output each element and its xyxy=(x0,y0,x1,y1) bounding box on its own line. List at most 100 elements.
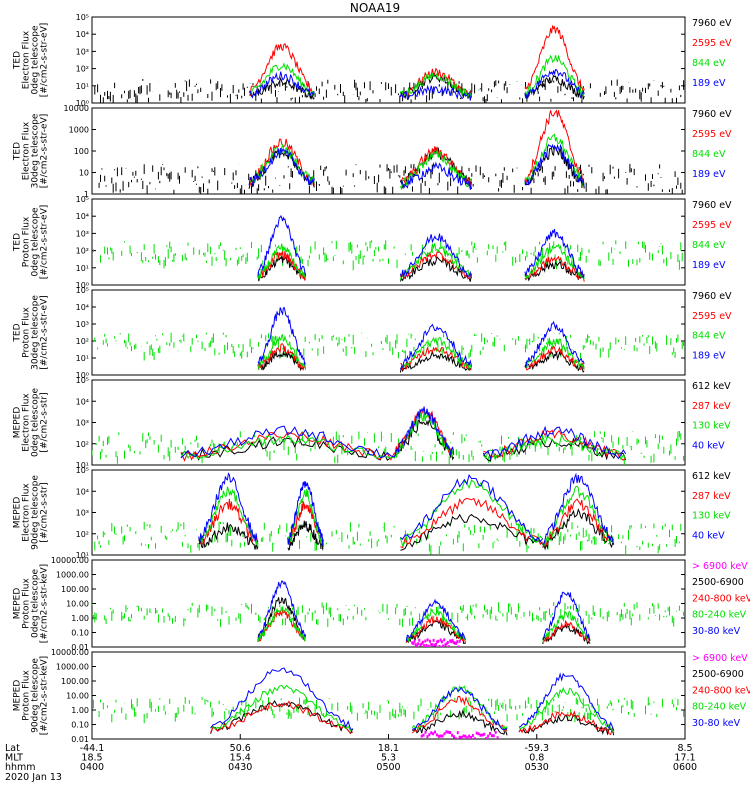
x-tick-lat: 18.1 xyxy=(378,743,399,754)
y-tick-label: 10⁵ xyxy=(76,195,89,204)
background-trace xyxy=(92,163,683,194)
y-tick-label: 1000 xyxy=(69,126,89,135)
legend-entry: 612 keV xyxy=(692,381,731,392)
y-tick-label: 1000.00 xyxy=(56,571,89,580)
series-trace-black xyxy=(257,349,585,373)
series-trace-red xyxy=(248,25,585,98)
y-tick-label: 10 xyxy=(79,169,89,178)
series-trace-black xyxy=(257,596,591,645)
y-label-line: [#/cm2-s-str-eV] xyxy=(40,114,50,189)
y-label-line: [#/cm2-s-str-eV] xyxy=(40,23,50,98)
background-trace xyxy=(94,332,685,361)
x-tick-hhmm: 0530 xyxy=(525,762,549,773)
y-tick-label: 0.01 xyxy=(71,735,89,744)
y-axis-label: TED Electron Flux 30deg telescope [#/cm2-s-… xyxy=(13,113,50,188)
x-tick-hhmm: 0400 xyxy=(80,762,104,773)
y-tick-label: 10⁰ xyxy=(76,371,89,380)
y-label-line: Proton Flux xyxy=(22,578,32,629)
legend-entry: 189 eV xyxy=(692,260,726,271)
footer-row-label: hhmm xyxy=(5,762,36,773)
y-tick-label: 10² xyxy=(76,530,89,539)
y-axis-label: MEPED Proton Flux 90deg telescope [#/cm2-s-… xyxy=(13,656,50,735)
legend-entry: 240-800 keV xyxy=(692,685,750,696)
y-label-line: 90deg telescope xyxy=(31,475,41,550)
y-tick-label: 10² xyxy=(76,65,89,74)
y-tick-label: 100.00 xyxy=(61,677,89,686)
y-label-line: Electron Flux xyxy=(22,30,32,89)
series-trace-magenta xyxy=(411,638,461,647)
legend-entry: 30-80 keV xyxy=(692,626,741,637)
legend-entry: 240-800 keV xyxy=(692,593,750,604)
y-tick-label: 10.00 xyxy=(66,692,89,701)
series-trace-red xyxy=(257,250,585,282)
legend-entry: 844 eV xyxy=(692,331,726,342)
y-label-line: [#/cm2-s-str-keV] xyxy=(40,656,50,735)
panel-ted-e-30: 1 10 100 1000 10000 TED Electron Flux 30deg tel… xyxy=(13,104,733,199)
x-tick-mlt: 5.3 xyxy=(381,753,396,764)
panel-frame xyxy=(91,198,686,286)
y-label-line: 30deg telescope xyxy=(31,295,41,370)
y-tick-label: 10⁰ xyxy=(76,281,89,290)
legend-entry: 80-240 keV xyxy=(692,702,747,713)
y-tick-label: 10⁵ xyxy=(76,286,89,295)
x-tick-lat: 8.5 xyxy=(677,743,692,754)
legend-entry: 80-240 keV xyxy=(692,610,747,621)
y-label-line: Electron Flux xyxy=(22,483,32,542)
y-label-line: [#/cm2-s-str] xyxy=(40,392,50,452)
traces xyxy=(94,472,682,555)
y-label-line: Proton Flux xyxy=(22,216,32,267)
series-trace-green xyxy=(198,479,615,548)
legend-entry: 2595 eV xyxy=(692,220,732,231)
legend-entry: > 6900 keV xyxy=(692,561,748,572)
panel-frame xyxy=(91,289,686,376)
y-tick-label: 10⁴ xyxy=(76,487,89,496)
y-label-line: [#/cm2-s-str-eV] xyxy=(40,205,50,280)
y-label-line: TED xyxy=(13,233,23,252)
y-tick-label: 10000.00 xyxy=(51,556,89,565)
legend-entry: 2595 eV xyxy=(692,38,732,49)
panel-ted-p-30: 10⁰ 10¹ 10² 10³ 10⁴ 10⁵ TED Proton Flux 30deg te… xyxy=(13,286,733,380)
series-trace-blue xyxy=(249,69,585,101)
panel-frame xyxy=(91,559,686,648)
x-tick-hhmm: 0600 xyxy=(673,762,697,773)
y-axis-label: MEPED Electron Flux 90deg telescope [#/cm2-… xyxy=(13,475,50,550)
y-tick-label: 10000.00 xyxy=(51,648,89,657)
series-trace-black xyxy=(198,508,615,551)
legend-entry: 7960 eV xyxy=(692,109,732,120)
legend-entry: 287 keV xyxy=(692,491,731,502)
y-tick-label: 10⁴ xyxy=(76,30,89,39)
series-trace-blue xyxy=(210,667,615,731)
footer-row-label: MLT xyxy=(5,753,23,764)
series-trace-green xyxy=(249,54,585,98)
chart-title: NOAA19 xyxy=(350,1,400,15)
panel-meped-e-0: 10¹ 10² 10³ 10⁴ 10⁵ MEPED Electron Flux 0deg te… xyxy=(13,376,732,470)
y-tick-label: 10000 xyxy=(64,104,89,113)
series-trace-red xyxy=(210,695,615,736)
series-trace-blue xyxy=(198,472,615,546)
legend-entry: 2595 eV xyxy=(692,311,732,322)
y-tick-label: 10¹ xyxy=(76,82,89,91)
y-tick-label: 10¹ xyxy=(76,461,89,470)
y-label-line: Electron Flux xyxy=(22,393,32,452)
background-trace xyxy=(92,602,685,628)
series-trace-blue xyxy=(257,306,585,370)
background-trace xyxy=(92,240,683,271)
y-tick-label: 10² xyxy=(76,337,89,346)
y-tick-label: 10² xyxy=(76,440,89,449)
y-label-line: Proton Flux xyxy=(22,307,32,358)
y-label-line: Electron Flux xyxy=(22,121,32,180)
y-label-line: MEPED xyxy=(13,588,23,620)
y-axis-label: TED Proton Flux 0deg telescope [#/cm2-s-str… xyxy=(13,205,50,280)
legend-entry: 2500-6900 xyxy=(692,577,744,588)
y-tick-label: 10² xyxy=(76,247,89,256)
y-tick-label: 10⁴ xyxy=(76,212,89,221)
y-axis-label: MEPED Electron Flux 0deg telescope [#/cm2-s… xyxy=(13,388,50,458)
y-label-line: 0deg telescope xyxy=(31,207,41,277)
y-tick-label: 100 xyxy=(74,147,89,156)
traces xyxy=(92,667,685,739)
legend-entry: 130 keV xyxy=(692,421,731,432)
series-trace-blue xyxy=(257,214,585,279)
x-tick-lat: -59.3 xyxy=(524,743,549,754)
